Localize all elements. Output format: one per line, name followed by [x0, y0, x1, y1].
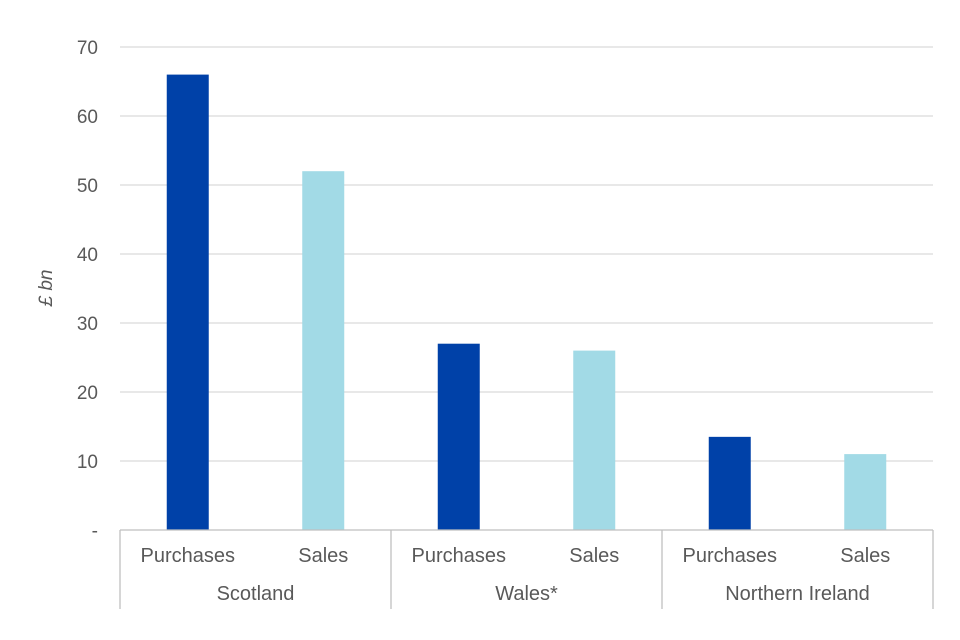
bar-scotland-purchases: [166, 74, 209, 530]
y-tick-label: 40: [77, 245, 98, 266]
y-tick-label: 20: [77, 383, 98, 404]
bar-scotland-sales: [302, 171, 345, 530]
category-label: Purchases: [683, 545, 778, 567]
category-label: Sales: [840, 545, 890, 567]
y-tick-label: -: [92, 521, 98, 542]
category-label: Purchases: [412, 545, 507, 567]
y-axis-label: £ bn: [36, 270, 57, 308]
gridlines: [120, 46, 933, 462]
y-tick-label: 60: [77, 107, 98, 128]
group-label: Northern Ireland: [725, 583, 870, 605]
y-tick-label: 50: [77, 176, 98, 197]
y-axis-ticks: - 10 20 30 40 50 60 70: [77, 38, 98, 542]
group-label: Scotland: [217, 583, 295, 605]
category-label: Purchases: [141, 545, 236, 567]
y-tick-label: 30: [77, 314, 98, 335]
group-label: Wales*: [495, 583, 558, 605]
category-label: Sales: [569, 545, 619, 567]
bar-northern-ireland-sales: [844, 454, 887, 530]
bar-wales--purchases: [437, 343, 480, 530]
bar-wales--sales: [573, 350, 616, 530]
y-tick-label: 10: [77, 452, 98, 473]
y-tick-label: 70: [77, 38, 98, 59]
bar-northern-ireland-purchases: [708, 436, 751, 530]
bars: [166, 74, 887, 530]
category-label: Sales: [298, 545, 348, 567]
